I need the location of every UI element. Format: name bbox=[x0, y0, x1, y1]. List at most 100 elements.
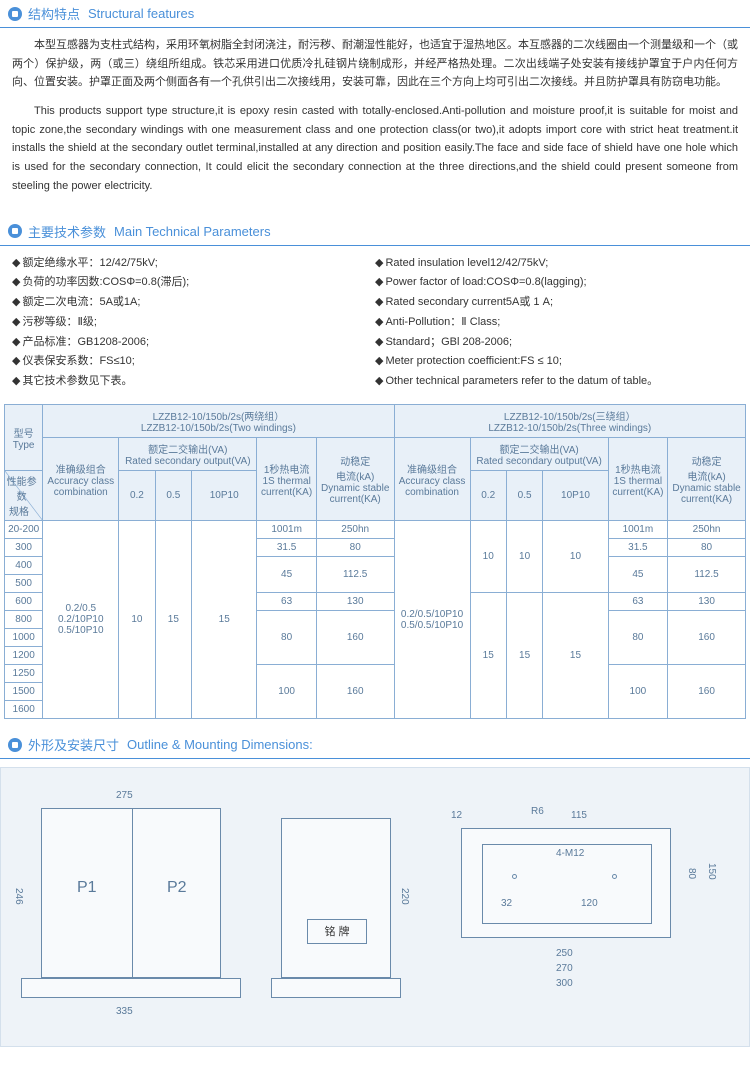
dim-220: 220 bbox=[399, 888, 410, 905]
dyn: 112.5 bbox=[668, 557, 746, 593]
hdr-accuracy: 准确级组合 Accuracy class combination bbox=[394, 438, 470, 521]
param-item: 负荷的功率因数:COSΦ=0.8(滞后); bbox=[12, 273, 375, 293]
hdr-model-b: LZZB12-10/150b/2s(三绕组） LZZB12-10/150b/2s… bbox=[394, 405, 745, 438]
spec-cell: 300 bbox=[5, 539, 43, 557]
hdr-rated: 额定二交输出(VA) Rated secondary output(VA) bbox=[119, 438, 257, 471]
params-list: 额定绝缘水平：12/42/75kV; 负荷的功率因数:COSΦ=0.8(滞后);… bbox=[0, 254, 750, 405]
section-header-dims: 外形及安装尺寸 Outline & Mounting Dimensions: bbox=[0, 731, 750, 759]
dim-270: 270 bbox=[556, 963, 573, 974]
structural-text: 本型互感器为支柱式结构，采用环氧树脂全封闭浇注，耐污秽、耐潮湿性能好，也适宜于湿… bbox=[0, 36, 750, 218]
dimension-drawings: P1 P2 275 335 246 铭 牌 220 12 R6 115 4-M1… bbox=[0, 767, 750, 1047]
therm: 45 bbox=[608, 557, 667, 593]
param-item: 额定绝缘水平：12/42/75kV; bbox=[12, 254, 375, 274]
va: 10 bbox=[506, 521, 542, 593]
dimensions-section: 外形及安装尺寸 Outline & Mounting Dimensions: P… bbox=[0, 731, 750, 1047]
dyn: 80 bbox=[316, 539, 394, 557]
params-col-en: Rated insulation level12/42/75kV; Power … bbox=[375, 254, 738, 393]
hdr-02: 0.2 bbox=[470, 471, 506, 521]
section-title-cn: 主要技术参数 bbox=[28, 222, 106, 241]
section-title-en: Structural features bbox=[88, 6, 194, 21]
label-p1: P1 bbox=[77, 879, 97, 897]
hdr-type: 型号 Type bbox=[5, 405, 43, 471]
spec-cell: 1500 bbox=[5, 683, 43, 701]
va: 15 bbox=[192, 521, 257, 719]
section-title-cn: 外形及安装尺寸 bbox=[28, 735, 119, 754]
spec-cell: 1200 bbox=[5, 647, 43, 665]
va: 15 bbox=[155, 521, 191, 719]
dim-r6: R6 bbox=[531, 806, 544, 817]
hdr-thermal: 1秒热电流 1S thermal current(KA) bbox=[257, 438, 316, 521]
dim-150: 150 bbox=[706, 863, 717, 880]
hdr-05: 0.5 bbox=[506, 471, 542, 521]
hdr-dynamic: 动稳定 电流(kA) Dynamic stable current(KA) bbox=[316, 438, 394, 521]
spec-table: 型号 Type LZZB12-10/150b/2s(两绕组） LZZB12-10… bbox=[4, 404, 746, 719]
param-item: Anti-Pollution：Ⅱ Class; bbox=[375, 313, 738, 333]
va: 10 bbox=[119, 521, 155, 719]
dyn: 250hn bbox=[668, 521, 746, 539]
therm: 63 bbox=[257, 593, 316, 611]
dyn: 112.5 bbox=[316, 557, 394, 593]
nameplate: 铭 牌 bbox=[307, 919, 367, 944]
va: 15 bbox=[506, 593, 542, 719]
param-item: Other technical parameters refer to the … bbox=[375, 372, 738, 392]
param-item: 污秽等级：Ⅱ级; bbox=[12, 313, 375, 333]
hdr-thermal: 1秒热电流 1S thermal current(KA) bbox=[608, 438, 667, 521]
va: 15 bbox=[543, 593, 608, 719]
spec-cell: 20-200 bbox=[5, 521, 43, 539]
dim-300: 300 bbox=[556, 978, 573, 989]
top-view bbox=[461, 828, 671, 938]
acc-a: 0.2/0.5 0.2/10P10 0.5/10P10 bbox=[43, 521, 119, 719]
param-item: 额定二次电流：5A或1A; bbox=[12, 293, 375, 313]
therm: 1001m bbox=[608, 521, 667, 539]
dim-115: 115 bbox=[571, 810, 587, 821]
therm: 45 bbox=[257, 557, 316, 593]
dyn: 160 bbox=[316, 611, 394, 665]
hdr-accuracy: 准确级组合 Accuracy class combination bbox=[43, 438, 119, 521]
param-item: Rated insulation level12/42/75kV; bbox=[375, 254, 738, 274]
bullet-icon bbox=[8, 738, 22, 752]
spec-cell: 400 bbox=[5, 557, 43, 575]
therm: 100 bbox=[608, 665, 667, 719]
therm: 80 bbox=[608, 611, 667, 665]
dyn: 80 bbox=[668, 539, 746, 557]
therm: 1001m bbox=[257, 521, 316, 539]
hdr-10p10: 10P10 bbox=[192, 471, 257, 521]
dyn: 160 bbox=[668, 665, 746, 719]
front-view: P1 P2 bbox=[41, 808, 221, 978]
spec-cell: 1250 bbox=[5, 665, 43, 683]
section-header-params: 主要技术参数 Main Technical Parameters bbox=[0, 218, 750, 246]
dim-250: 250 bbox=[556, 948, 573, 959]
dim-335: 335 bbox=[116, 1006, 133, 1017]
va: 10 bbox=[470, 521, 506, 593]
spec-cell: 1600 bbox=[5, 701, 43, 719]
hdr-02: 0.2 bbox=[119, 471, 155, 521]
therm: 80 bbox=[257, 611, 316, 665]
label-p2: P2 bbox=[167, 879, 187, 897]
va: 15 bbox=[470, 593, 506, 719]
front-base bbox=[21, 978, 241, 998]
para-cn: 本型互感器为支柱式结构，采用环氧树脂全封闭浇注，耐污秽、耐潮湿性能好，也适宜于湿… bbox=[12, 36, 738, 92]
param-item: Power factor of load:COSΦ=0.8(lagging); bbox=[375, 273, 738, 293]
param-item: Standard；GBl 208-2006; bbox=[375, 333, 738, 353]
dim-246: 246 bbox=[13, 888, 24, 905]
param-item: Meter protection coefficient:FS ≤ 10; bbox=[375, 352, 738, 372]
section-header-structural: 结构特点 Structural features bbox=[0, 0, 750, 28]
hdr-rated: 额定二交输出(VA) Rated secondary output(VA) bbox=[470, 438, 608, 471]
dim-80: 80 bbox=[686, 868, 697, 879]
dim-12: 12 bbox=[451, 810, 462, 821]
section-title-cn: 结构特点 bbox=[28, 4, 80, 23]
dyn: 250hn bbox=[316, 521, 394, 539]
param-item: Rated secondary current5A或 1 A; bbox=[375, 293, 738, 313]
hdr-05: 0.5 bbox=[155, 471, 191, 521]
hdr-diag: 性能参数 规格 bbox=[5, 471, 43, 521]
side-view: 铭 牌 bbox=[281, 818, 391, 978]
spec-cell: 800 bbox=[5, 611, 43, 629]
params-col-cn: 额定绝缘水平：12/42/75kV; 负荷的功率因数:COSΦ=0.8(滞后);… bbox=[12, 254, 375, 393]
therm: 63 bbox=[608, 593, 667, 611]
dim-32: 32 bbox=[501, 898, 512, 909]
therm: 31.5 bbox=[257, 539, 316, 557]
hdr-model-a: LZZB12-10/150b/2s(两绕组） LZZB12-10/150b/2s… bbox=[43, 405, 394, 438]
hdr-dynamic: 动稳定 电流(kA) Dynamic stable current(KA) bbox=[668, 438, 746, 521]
va: 10 bbox=[543, 521, 608, 593]
hdr-10p10: 10P10 bbox=[543, 471, 608, 521]
